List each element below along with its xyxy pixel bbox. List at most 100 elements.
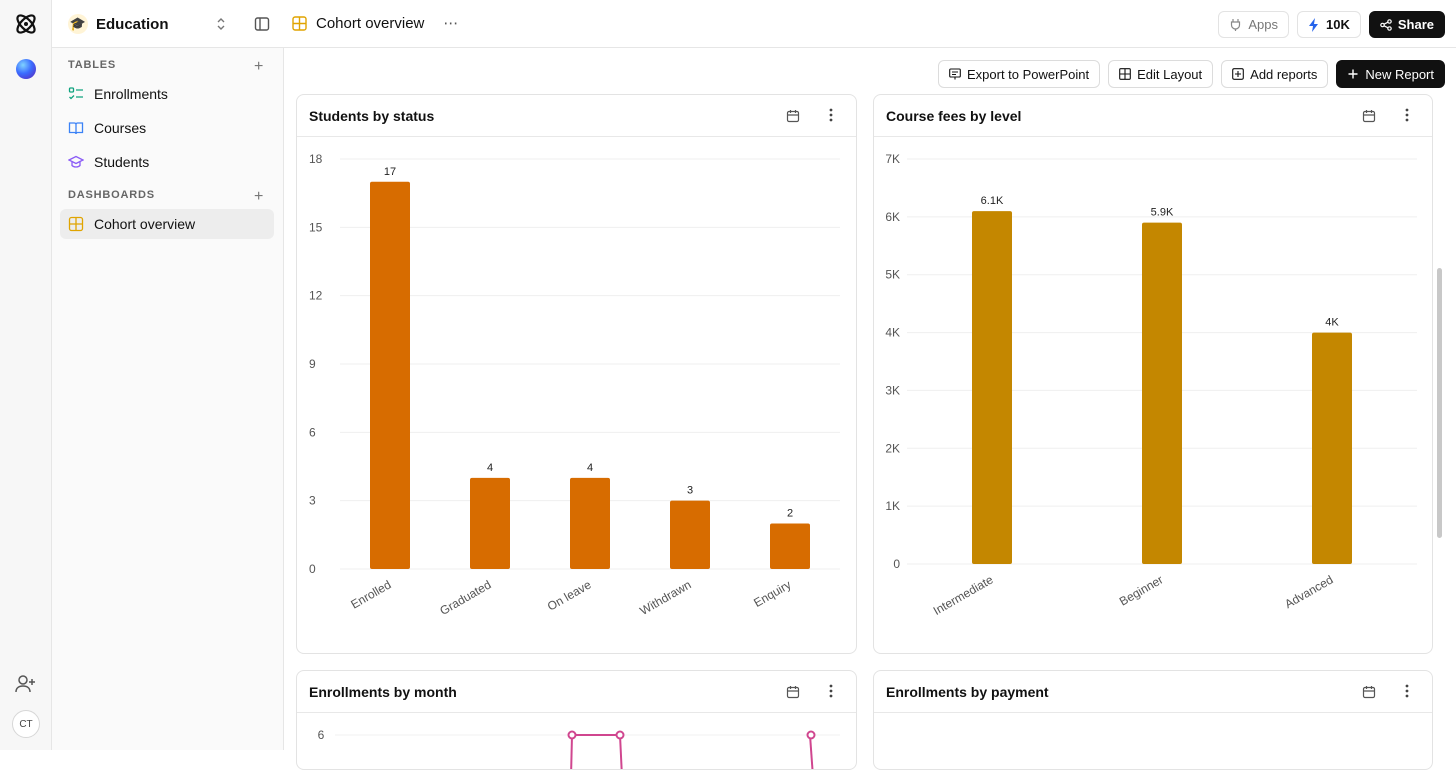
chevron-up-down-icon[interactable]: [215, 16, 227, 32]
dashboard-actions: Export to PowerPoint Edit Layout Add rep…: [937, 60, 1445, 88]
calendar-icon[interactable]: [1362, 109, 1376, 123]
workspace-switcher[interactable]: 🎓 Education: [68, 12, 169, 36]
course-fees-by-level-card: Course fees by level 0 1K 2K 3K 4K 5K 6K 7K 6.1K…: [873, 94, 1433, 654]
enrollments-by-payment-card: Enrollments by payment: [873, 670, 1433, 770]
edit-layout-label: Edit Layout: [1137, 66, 1203, 82]
plus-icon: [1348, 69, 1358, 79]
bar: [972, 211, 1012, 565]
data-label: 5.9K: [1151, 207, 1174, 219]
series-line: [570, 734, 623, 769]
more-vertical-icon[interactable]: [828, 107, 834, 123]
app-logo-icon[interactable]: [13, 11, 39, 37]
x-tick-label: Withdrawn: [637, 577, 693, 617]
invite-user-icon[interactable]: [15, 674, 37, 694]
calendar-icon[interactable]: [786, 685, 800, 699]
app-rail: CT: [0, 0, 52, 750]
grid-icon: [68, 216, 84, 232]
calendar-icon[interactable]: [786, 109, 800, 123]
y-tick-label: 15: [309, 220, 323, 234]
data-point: [567, 730, 577, 740]
plug-icon: [1231, 19, 1241, 31]
card-title: Enrollments by payment: [886, 683, 1049, 700]
sidebar-item-cohort-overview[interactable]: Cohort overview: [60, 209, 274, 239]
layout-icon: [1119, 68, 1131, 80]
y-tick-label: 3K: [885, 383, 900, 397]
students-by-status-card: Students by status 0 3 6 9 12 15 18 17 Enrolled 4…: [296, 94, 857, 654]
sidebar: TABLES + Enrollments Courses Students DA…: [52, 48, 284, 750]
x-tick-label: Intermediate: [931, 572, 996, 618]
enrollments-by-month-chart: 6: [318, 728, 840, 769]
bar: [370, 181, 410, 569]
y-tick-label: 0: [893, 557, 900, 571]
credits-button[interactable]: 10K: [1297, 11, 1361, 38]
data-label: 3: [687, 485, 693, 497]
x-tick-label: Beginner: [1117, 572, 1166, 608]
user-avatar[interactable]: CT: [12, 710, 40, 738]
x-tick-label: Advanced: [1282, 572, 1335, 611]
workspace-name: Education: [96, 15, 169, 33]
card-header: Enrollments by month: [297, 671, 856, 713]
book-icon: [68, 122, 84, 135]
bar: [1142, 222, 1182, 564]
bar: [570, 477, 610, 569]
add-reports-button[interactable]: Add reports: [1221, 60, 1329, 88]
data-label: 4K: [1325, 317, 1339, 329]
calendar-icon[interactable]: [1362, 685, 1376, 699]
more-vertical-icon[interactable]: [1404, 107, 1410, 123]
data-label: 6.1K: [981, 195, 1004, 207]
grid-icon: [292, 15, 307, 31]
plus-square-icon: [1232, 68, 1245, 80]
y-tick-label: 5K: [885, 268, 900, 282]
data-label: 4: [587, 462, 593, 474]
add-table-icon[interactable]: +: [254, 58, 264, 75]
export-label: Export to PowerPoint: [966, 66, 1090, 82]
y-tick-label: 6: [318, 728, 325, 742]
y-tick-label: 4K: [885, 326, 900, 340]
more-vertical-icon[interactable]: [1404, 683, 1410, 699]
new-report-label: New Report: [1365, 66, 1434, 82]
sidebar-item-label: Enrollments: [94, 86, 168, 102]
y-tick-label: 1K: [885, 499, 900, 513]
more-options-icon[interactable]: ⋯: [443, 15, 460, 32]
apps-label: Apps: [1248, 17, 1278, 32]
series-line: [809, 734, 814, 769]
bar: [1312, 332, 1352, 564]
apps-button[interactable]: Apps: [1218, 11, 1289, 38]
y-tick-label: 9: [309, 357, 316, 371]
share-label: Share: [1397, 17, 1434, 32]
bar: [670, 500, 710, 569]
edit-layout-button[interactable]: Edit Layout: [1108, 60, 1214, 88]
workspace-orb-icon[interactable]: [16, 59, 36, 79]
y-tick-label: 3: [309, 494, 316, 508]
card-title: Course fees by level: [886, 107, 1022, 124]
sidebar-item-enrollments[interactable]: Enrollments: [60, 79, 274, 109]
x-tick-label: Enrolled: [348, 577, 393, 611]
top-bar: 🎓 Education Cohort overview ⋯ Apps 10K: [52, 0, 1456, 48]
new-report-button[interactable]: New Report: [1336, 60, 1445, 88]
card-title: Students by status: [309, 107, 435, 124]
card-header: Students by status: [297, 95, 856, 137]
y-tick-label: 12: [309, 289, 323, 303]
data-label: 2: [787, 507, 793, 519]
data-point: [806, 730, 816, 740]
sidebar-item-students[interactable]: Students: [60, 147, 274, 177]
enrollments-by-month-card: Enrollments by month 6: [296, 670, 857, 770]
graduation-cap-icon: [68, 155, 84, 168]
sidebar-item-courses[interactable]: Courses: [60, 113, 274, 143]
sidebar-toggle-icon[interactable]: [254, 16, 270, 32]
x-tick-label: Enquiry: [751, 577, 793, 609]
bar: [470, 477, 510, 569]
share-button[interactable]: Share: [1368, 11, 1445, 38]
more-vertical-icon[interactable]: [828, 683, 834, 699]
export-powerpoint-button[interactable]: Export to PowerPoint: [937, 60, 1101, 88]
y-tick-label: 6K: [885, 210, 900, 224]
y-tick-label: 18: [309, 152, 323, 166]
presentation-icon: [949, 68, 961, 80]
sidebar-item-label: Cohort overview: [94, 216, 196, 232]
page-scrollbar[interactable]: [1437, 268, 1442, 538]
card-header: Enrollments by payment: [874, 671, 1432, 713]
credits-label: 10K: [1326, 17, 1350, 32]
add-dashboard-icon[interactable]: +: [254, 188, 264, 205]
course-fees-by-level-chart: 0 1K 2K 3K 4K 5K 6K 7K 6.1K Intermediate 5.9K Begin…: [885, 152, 1417, 618]
checklist-icon: [68, 87, 83, 100]
